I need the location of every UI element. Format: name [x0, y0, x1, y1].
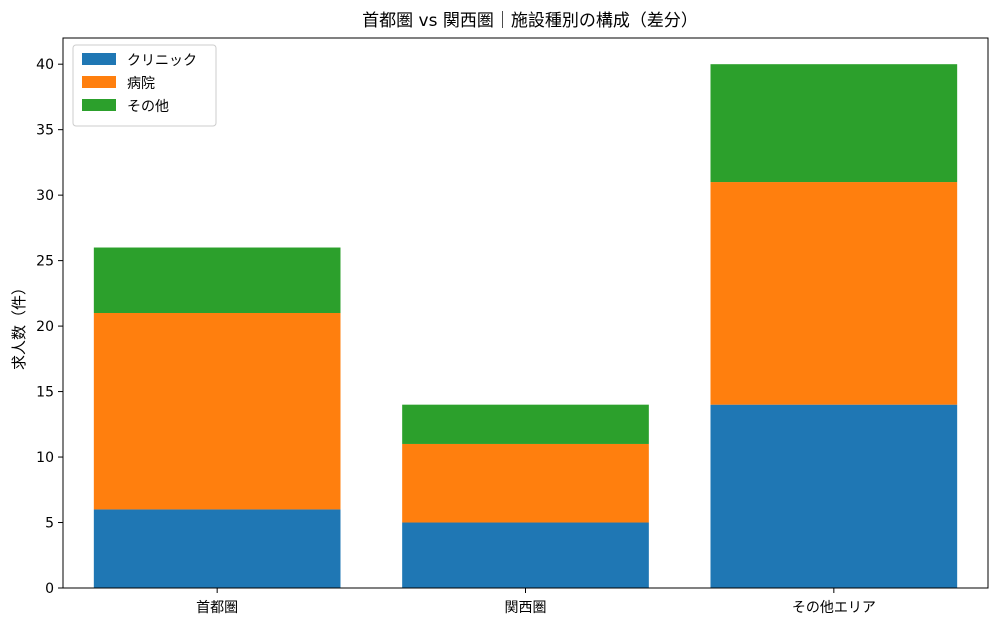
- x-tick-label: 関西圏: [505, 600, 547, 616]
- bar-2-3: [710, 182, 958, 405]
- y-tick-label: 0: [45, 581, 54, 597]
- bar-3-3: [710, 64, 958, 183]
- legend-swatch: [82, 53, 116, 65]
- x-tick-label: 首都圏: [196, 600, 238, 616]
- bar-1-3: [710, 404, 958, 588]
- legend-swatch: [82, 99, 116, 111]
- y-tick-label: 40: [36, 57, 54, 73]
- bar-1-1: [93, 509, 341, 588]
- x-tick-label: その他エリア: [792, 600, 876, 616]
- y-tick-label: 35: [36, 123, 54, 139]
- y-axis-ticks: 0 5 10 15 20 25 30 35 40: [36, 57, 63, 597]
- bar-3-2: [402, 404, 649, 444]
- y-tick-label: 10: [36, 450, 54, 466]
- y-tick-label: 25: [36, 254, 54, 270]
- y-tick-label: 5: [45, 516, 54, 532]
- bar-2-2: [402, 443, 649, 523]
- bar-1-2: [402, 522, 649, 588]
- y-tick-label: 15: [36, 385, 54, 401]
- bar-2-1: [93, 313, 341, 510]
- x-axis-ticks: 首都圏 関西圏 その他エリア: [196, 588, 876, 616]
- chart-title: 首都圏 vs 関西圏｜施設種別の構成（差分）: [362, 11, 698, 31]
- y-axis-title: 求人数（件）: [10, 280, 28, 370]
- legend-label: その他: [127, 99, 169, 115]
- bars-group: [93, 64, 958, 588]
- legend-label: 病院: [127, 76, 155, 92]
- legend-label: クリニック: [127, 53, 197, 69]
- legend-swatch: [82, 76, 116, 88]
- y-tick-label: 30: [36, 188, 54, 204]
- bar-3-1: [93, 247, 341, 313]
- y-tick-label: 20: [36, 319, 54, 335]
